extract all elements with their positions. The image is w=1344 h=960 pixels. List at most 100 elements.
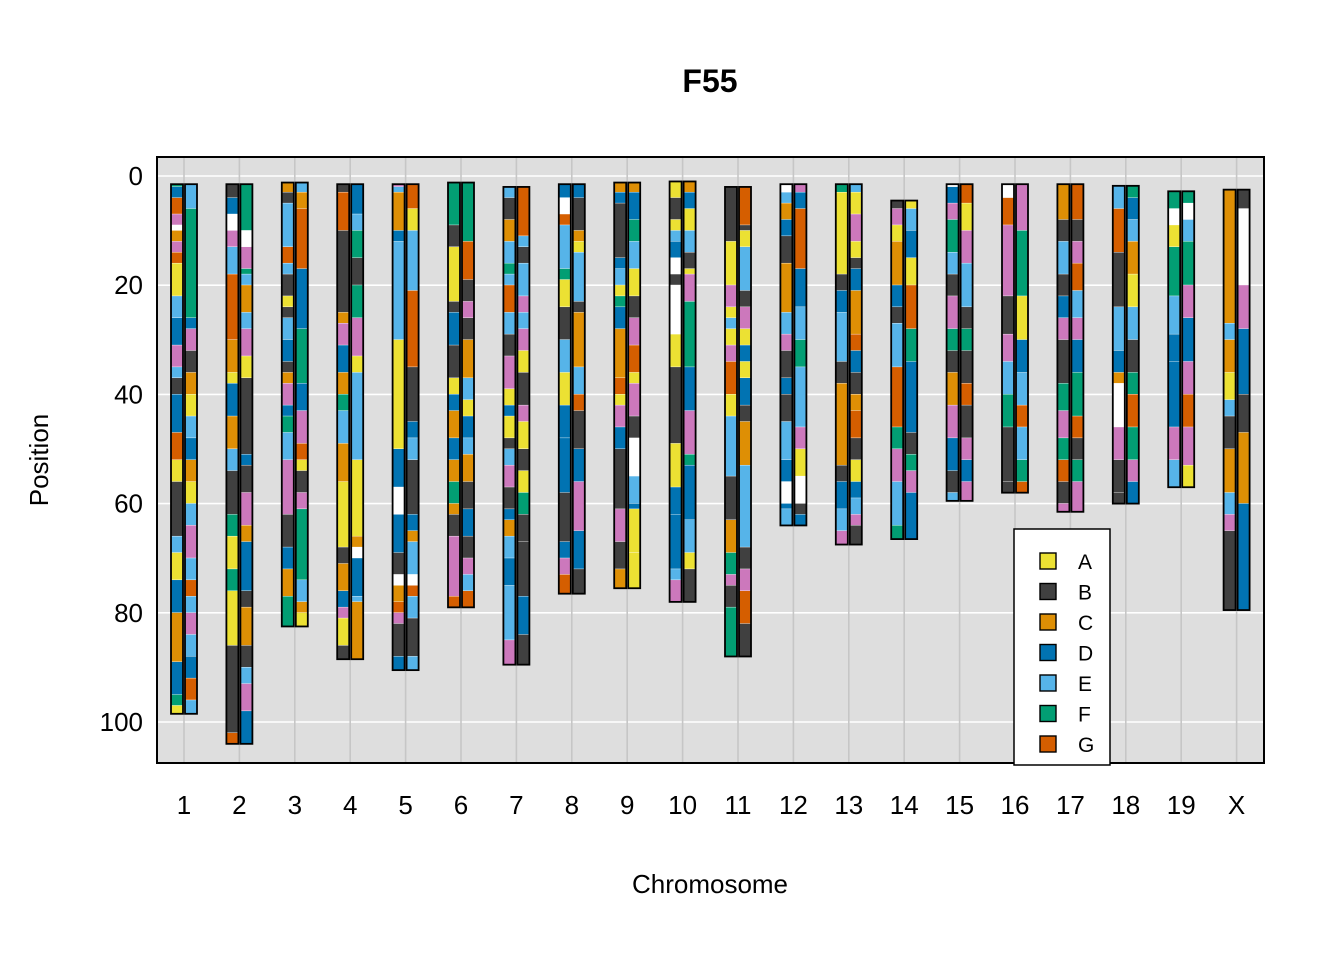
segment-maternal-B	[669, 197, 682, 220]
segment-maternal-B	[946, 470, 959, 493]
segment-maternal-H	[946, 203, 959, 220]
segment-paternal-D	[683, 367, 696, 411]
segment-maternal-E	[503, 186, 516, 198]
segment-maternal-E	[226, 449, 239, 471]
segment-maternal-F	[503, 263, 516, 275]
segment-maternal-D	[946, 438, 959, 471]
segment-paternal-A	[739, 230, 751, 247]
segment-paternal-F	[517, 492, 530, 515]
segment-paternal-E	[794, 367, 807, 428]
y-tick-label: 60	[114, 489, 143, 519]
segment-paternal-F	[1126, 372, 1139, 395]
segment-maternal-E	[281, 432, 294, 460]
strand-outline-paternal	[571, 183, 586, 595]
segment-paternal-F	[683, 301, 696, 368]
segment-maternal-B	[1112, 252, 1125, 308]
segment-maternal-H	[392, 184, 405, 187]
segment-maternal-A	[171, 552, 183, 581]
segment-maternal-H	[1168, 427, 1181, 460]
segment-paternal-H	[185, 328, 197, 351]
segment-maternal-D	[780, 219, 793, 237]
segment-maternal-C	[503, 519, 516, 537]
strand-outline-maternal	[1222, 188, 1237, 611]
segment-paternal-E	[905, 208, 918, 231]
legend-label-D: D	[1078, 643, 1093, 666]
x-tick-label: 16	[1001, 790, 1030, 820]
segment-maternal-B	[226, 184, 239, 198]
segment-paternal-C	[849, 290, 862, 335]
segment-maternal-D	[503, 509, 516, 520]
segment-maternal-B	[337, 184, 350, 193]
segment-maternal-G	[503, 285, 516, 313]
segment-paternal-D	[1182, 317, 1195, 362]
segment-paternal-E	[1182, 219, 1195, 242]
segment-maternal-E	[835, 312, 848, 362]
segment-paternal-B	[628, 296, 641, 318]
segment-paternal-E	[406, 541, 419, 575]
segment-maternal-B	[891, 307, 904, 324]
segment-paternal-missing	[628, 438, 641, 477]
segment-paternal-B	[683, 569, 696, 602]
segment-paternal-D	[517, 596, 530, 635]
segment-paternal-D	[1126, 197, 1139, 220]
segment-paternal-B	[1071, 438, 1084, 460]
segment-paternal-H	[628, 317, 641, 346]
segment-maternal-E	[503, 312, 516, 335]
segment-maternal-A	[226, 536, 239, 570]
segment-paternal-D	[794, 192, 807, 209]
segment-paternal-G	[1126, 394, 1139, 428]
segment-paternal-G	[960, 383, 973, 406]
segment-maternal-G	[226, 274, 239, 340]
segment-maternal-E	[503, 449, 516, 466]
segment-maternal-A	[558, 372, 571, 406]
segment-paternal-A	[960, 203, 973, 231]
segment-maternal-H	[558, 558, 571, 575]
segment-maternal-A	[171, 459, 183, 482]
segment-maternal-E	[725, 317, 737, 329]
segment-paternal-B	[462, 317, 474, 340]
segment-paternal-B	[849, 372, 862, 395]
segment-paternal-missing	[794, 476, 807, 504]
segment-maternal-F	[171, 184, 183, 187]
segment-maternal-B	[281, 192, 294, 204]
segment-paternal-B	[683, 252, 696, 269]
segment-paternal-H	[517, 296, 530, 313]
segment-paternal-E	[794, 307, 807, 340]
segment-paternal-A	[517, 421, 530, 449]
segment-paternal-A	[462, 399, 474, 417]
segment-maternal-H	[1002, 225, 1014, 297]
segment-paternal-B	[462, 279, 474, 302]
segment-paternal-C	[739, 421, 751, 466]
segment-paternal-D	[960, 459, 973, 482]
segment-paternal-E	[185, 416, 197, 439]
segment-maternal-E	[558, 339, 571, 373]
segment-maternal-F	[337, 394, 350, 411]
strand-outline-maternal	[724, 186, 738, 658]
segment-maternal-F	[1057, 383, 1070, 411]
segment-paternal-B	[960, 350, 973, 384]
segment-paternal-C	[406, 530, 419, 542]
segment-maternal-D	[337, 590, 350, 608]
segment-maternal-F	[448, 481, 460, 504]
segment-paternal-B	[739, 405, 751, 422]
segment-maternal-D	[226, 383, 239, 417]
segment-maternal-D	[1168, 334, 1181, 362]
segment-maternal-H	[946, 405, 959, 439]
segment-paternal-D	[1016, 339, 1028, 373]
segment-maternal-F	[614, 296, 627, 308]
segment-paternal-E	[1126, 307, 1139, 340]
segment-paternal-A	[905, 200, 918, 209]
segment-maternal-A	[891, 225, 904, 242]
segment-paternal-D	[572, 449, 585, 482]
segment-maternal-missing	[1168, 208, 1181, 226]
segment-maternal-C	[1057, 184, 1070, 220]
strand-outline-paternal	[904, 199, 919, 540]
segment-maternal-A	[171, 705, 183, 714]
strand-outline-maternal	[834, 183, 849, 546]
segment-paternal-E	[849, 184, 862, 193]
segment-maternal-C	[946, 372, 959, 406]
segment-paternal-D	[240, 454, 253, 466]
segment-paternal-F	[295, 509, 308, 581]
segment-maternal-B	[171, 378, 183, 395]
segment-paternal-C	[295, 601, 308, 613]
